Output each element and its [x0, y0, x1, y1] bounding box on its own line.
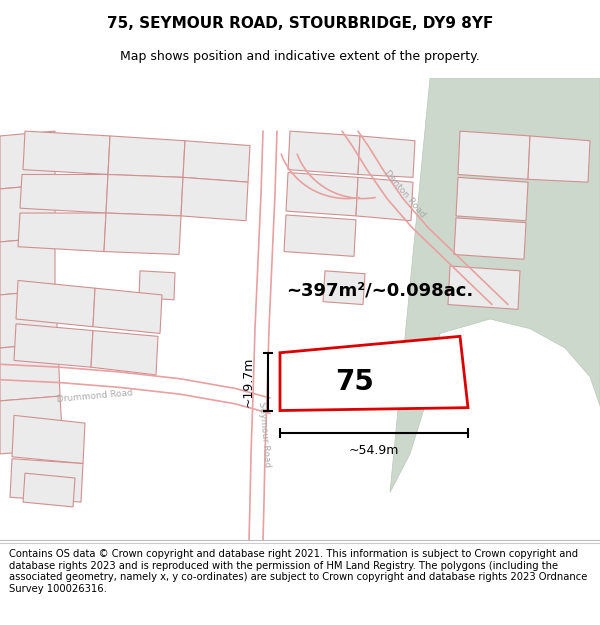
- Polygon shape: [108, 136, 185, 178]
- Polygon shape: [104, 213, 181, 254]
- Text: ~54.9m: ~54.9m: [349, 444, 399, 456]
- Polygon shape: [458, 131, 530, 179]
- Polygon shape: [91, 331, 158, 375]
- Text: Map shows position and indicative extent of the property.: Map shows position and indicative extent…: [120, 50, 480, 62]
- Text: 75: 75: [335, 368, 374, 396]
- Polygon shape: [183, 141, 250, 182]
- Polygon shape: [106, 174, 183, 216]
- Polygon shape: [23, 473, 75, 507]
- Text: Drummond Road: Drummond Road: [56, 388, 133, 404]
- Polygon shape: [448, 266, 520, 309]
- Polygon shape: [14, 324, 93, 367]
- Text: Seymour Road: Seymour Road: [257, 401, 271, 468]
- Polygon shape: [16, 281, 95, 327]
- Polygon shape: [0, 184, 55, 242]
- Polygon shape: [280, 336, 468, 411]
- Polygon shape: [0, 396, 63, 454]
- Polygon shape: [18, 213, 106, 251]
- Polygon shape: [93, 288, 162, 334]
- Polygon shape: [356, 177, 413, 221]
- Text: 75, SEYMOUR ROAD, STOURBRIDGE, DY9 8YF: 75, SEYMOUR ROAD, STOURBRIDGE, DY9 8YF: [107, 16, 493, 31]
- Text: ~19.7m: ~19.7m: [241, 356, 254, 407]
- Polygon shape: [10, 459, 83, 502]
- Polygon shape: [528, 136, 590, 182]
- Polygon shape: [286, 173, 358, 216]
- Text: ~397m²/~0.098ac.: ~397m²/~0.098ac.: [286, 281, 473, 299]
- Polygon shape: [23, 131, 110, 174]
- Polygon shape: [0, 131, 55, 189]
- Text: Contains OS data © Crown copyright and database right 2021. This information is : Contains OS data © Crown copyright and d…: [9, 549, 587, 594]
- Polygon shape: [456, 177, 528, 221]
- Polygon shape: [390, 78, 600, 492]
- Polygon shape: [358, 136, 415, 178]
- Polygon shape: [139, 271, 175, 300]
- Polygon shape: [0, 343, 60, 401]
- Polygon shape: [323, 271, 365, 304]
- Polygon shape: [20, 174, 108, 213]
- Polygon shape: [0, 290, 58, 348]
- Text: Denton Road: Denton Road: [383, 168, 427, 219]
- Polygon shape: [284, 215, 356, 256]
- Polygon shape: [454, 218, 526, 259]
- Polygon shape: [288, 131, 360, 174]
- Polygon shape: [181, 177, 248, 221]
- Polygon shape: [12, 416, 85, 464]
- Polygon shape: [0, 237, 55, 295]
